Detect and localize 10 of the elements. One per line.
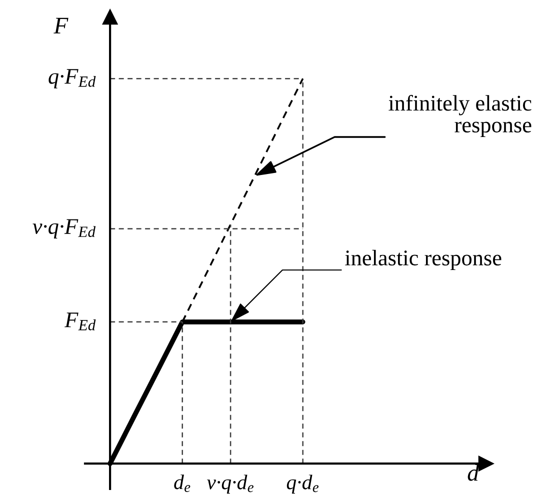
y-axis-title: F bbox=[54, 18, 68, 34]
series-label: ν·q·F$_{Ed}$ bbox=[32, 219, 96, 239]
text: d bbox=[468, 464, 479, 481]
annotation: inelastic response bbox=[345, 250, 502, 270]
series-label: q·F$_{Ed}$ bbox=[48, 69, 96, 88]
x-tick-label: ν·q·d$_{e}$ bbox=[206, 474, 254, 494]
series-label: F$_{Ed}$ bbox=[64, 312, 96, 330]
x-tick-label: d$_{e}$ bbox=[174, 474, 190, 492]
x-tick-label: q·d$_{e}$ bbox=[286, 474, 319, 494]
text: infinitely elastic response bbox=[388, 94, 532, 137]
